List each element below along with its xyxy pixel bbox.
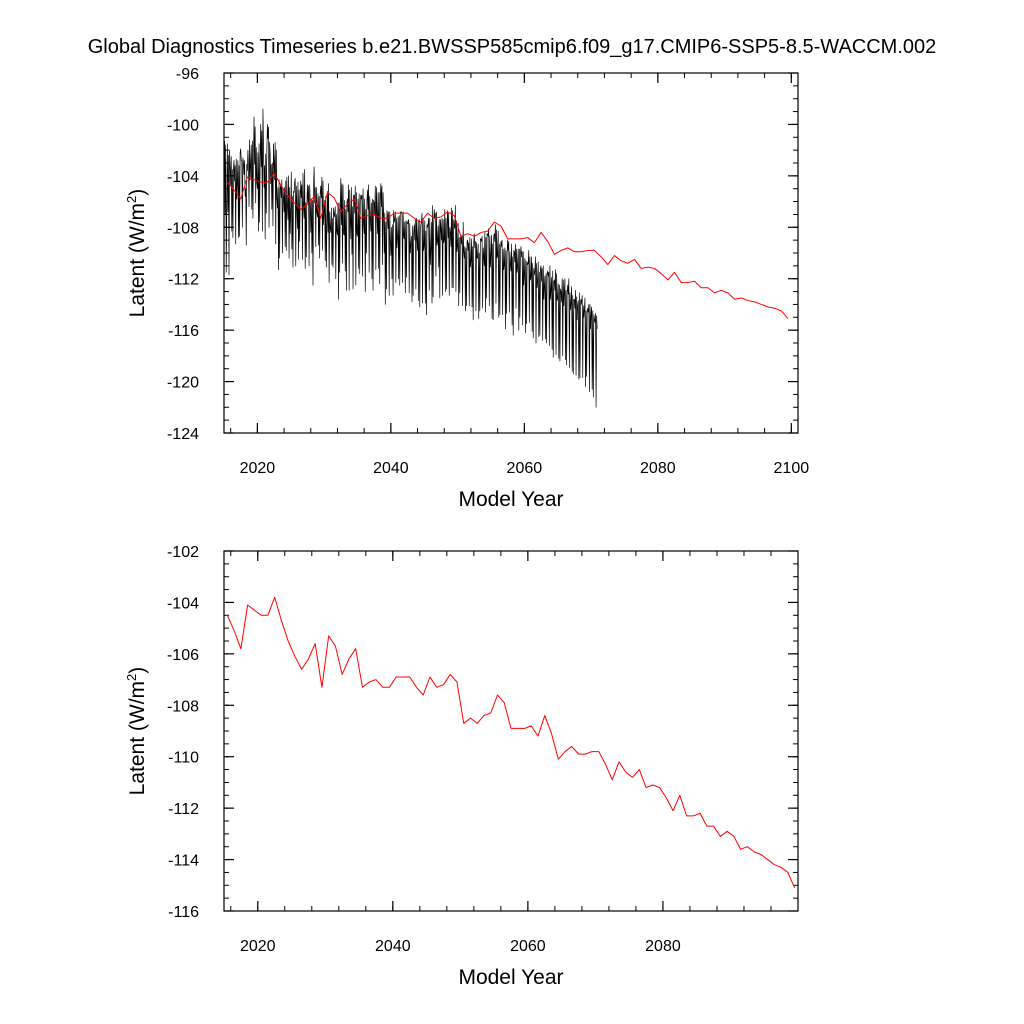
bottom-panel: -102 -104 -106 -108 -110 -112 -114 -116 2020 2040… — [124, 544, 799, 989]
annual-series-line — [226, 596, 796, 889]
y-tick-label: -104 — [167, 595, 199, 612]
y-tick-label: -100 — [167, 117, 199, 134]
y-tick-label: -108 — [167, 698, 199, 715]
y-tick-label: -104 — [167, 169, 199, 186]
y-tick-label: -106 — [167, 647, 199, 664]
top-panel: -96 -100 -104 -108 -112 -116 -120 -124 2020 2040 2… — [124, 66, 809, 511]
y-tick-label: -102 — [167, 544, 199, 561]
plot-frame — [223, 550, 799, 912]
x-tick-label: 2020 — [240, 938, 276, 955]
x-tick-label: 2020 — [240, 460, 276, 477]
y-tick-label: -120 — [167, 375, 199, 392]
y-tick-label: -112 — [168, 801, 199, 818]
y-tick-label: -96 — [176, 66, 199, 83]
y-tick-label: -110 — [168, 750, 199, 767]
x-tick-label: 2080 — [640, 460, 676, 477]
x-tick-label: 2040 — [373, 460, 409, 477]
x-tick-label: 2080 — [645, 938, 681, 955]
monthly-series-line — [223, 108, 598, 408]
page-title: Global Diagnostics Timeseries b.e21.BWSS… — [87, 36, 937, 58]
y-tick-label: -124 — [167, 426, 199, 443]
y-axis-title: Latent (W/m2) — [124, 667, 149, 796]
x-tick-label: 2040 — [375, 938, 411, 955]
x-tick-label: 2060 — [510, 938, 546, 955]
y-tick-label: -116 — [168, 323, 199, 340]
y-tick-label: -112 — [168, 272, 199, 289]
x-tick-label: 2100 — [774, 460, 810, 477]
x-axis-title: Model Year — [458, 966, 563, 989]
y-axis-title: Latent (W/m2) — [124, 189, 149, 318]
x-tick-label: 2060 — [507, 460, 543, 477]
x-axis-title: Model Year — [458, 488, 563, 511]
plot-frame — [223, 72, 799, 434]
annual-series-line — [226, 172, 789, 319]
y-tick-label: -114 — [168, 853, 199, 870]
y-tick-label: -116 — [168, 904, 199, 921]
y-tick-label: -108 — [167, 220, 199, 237]
